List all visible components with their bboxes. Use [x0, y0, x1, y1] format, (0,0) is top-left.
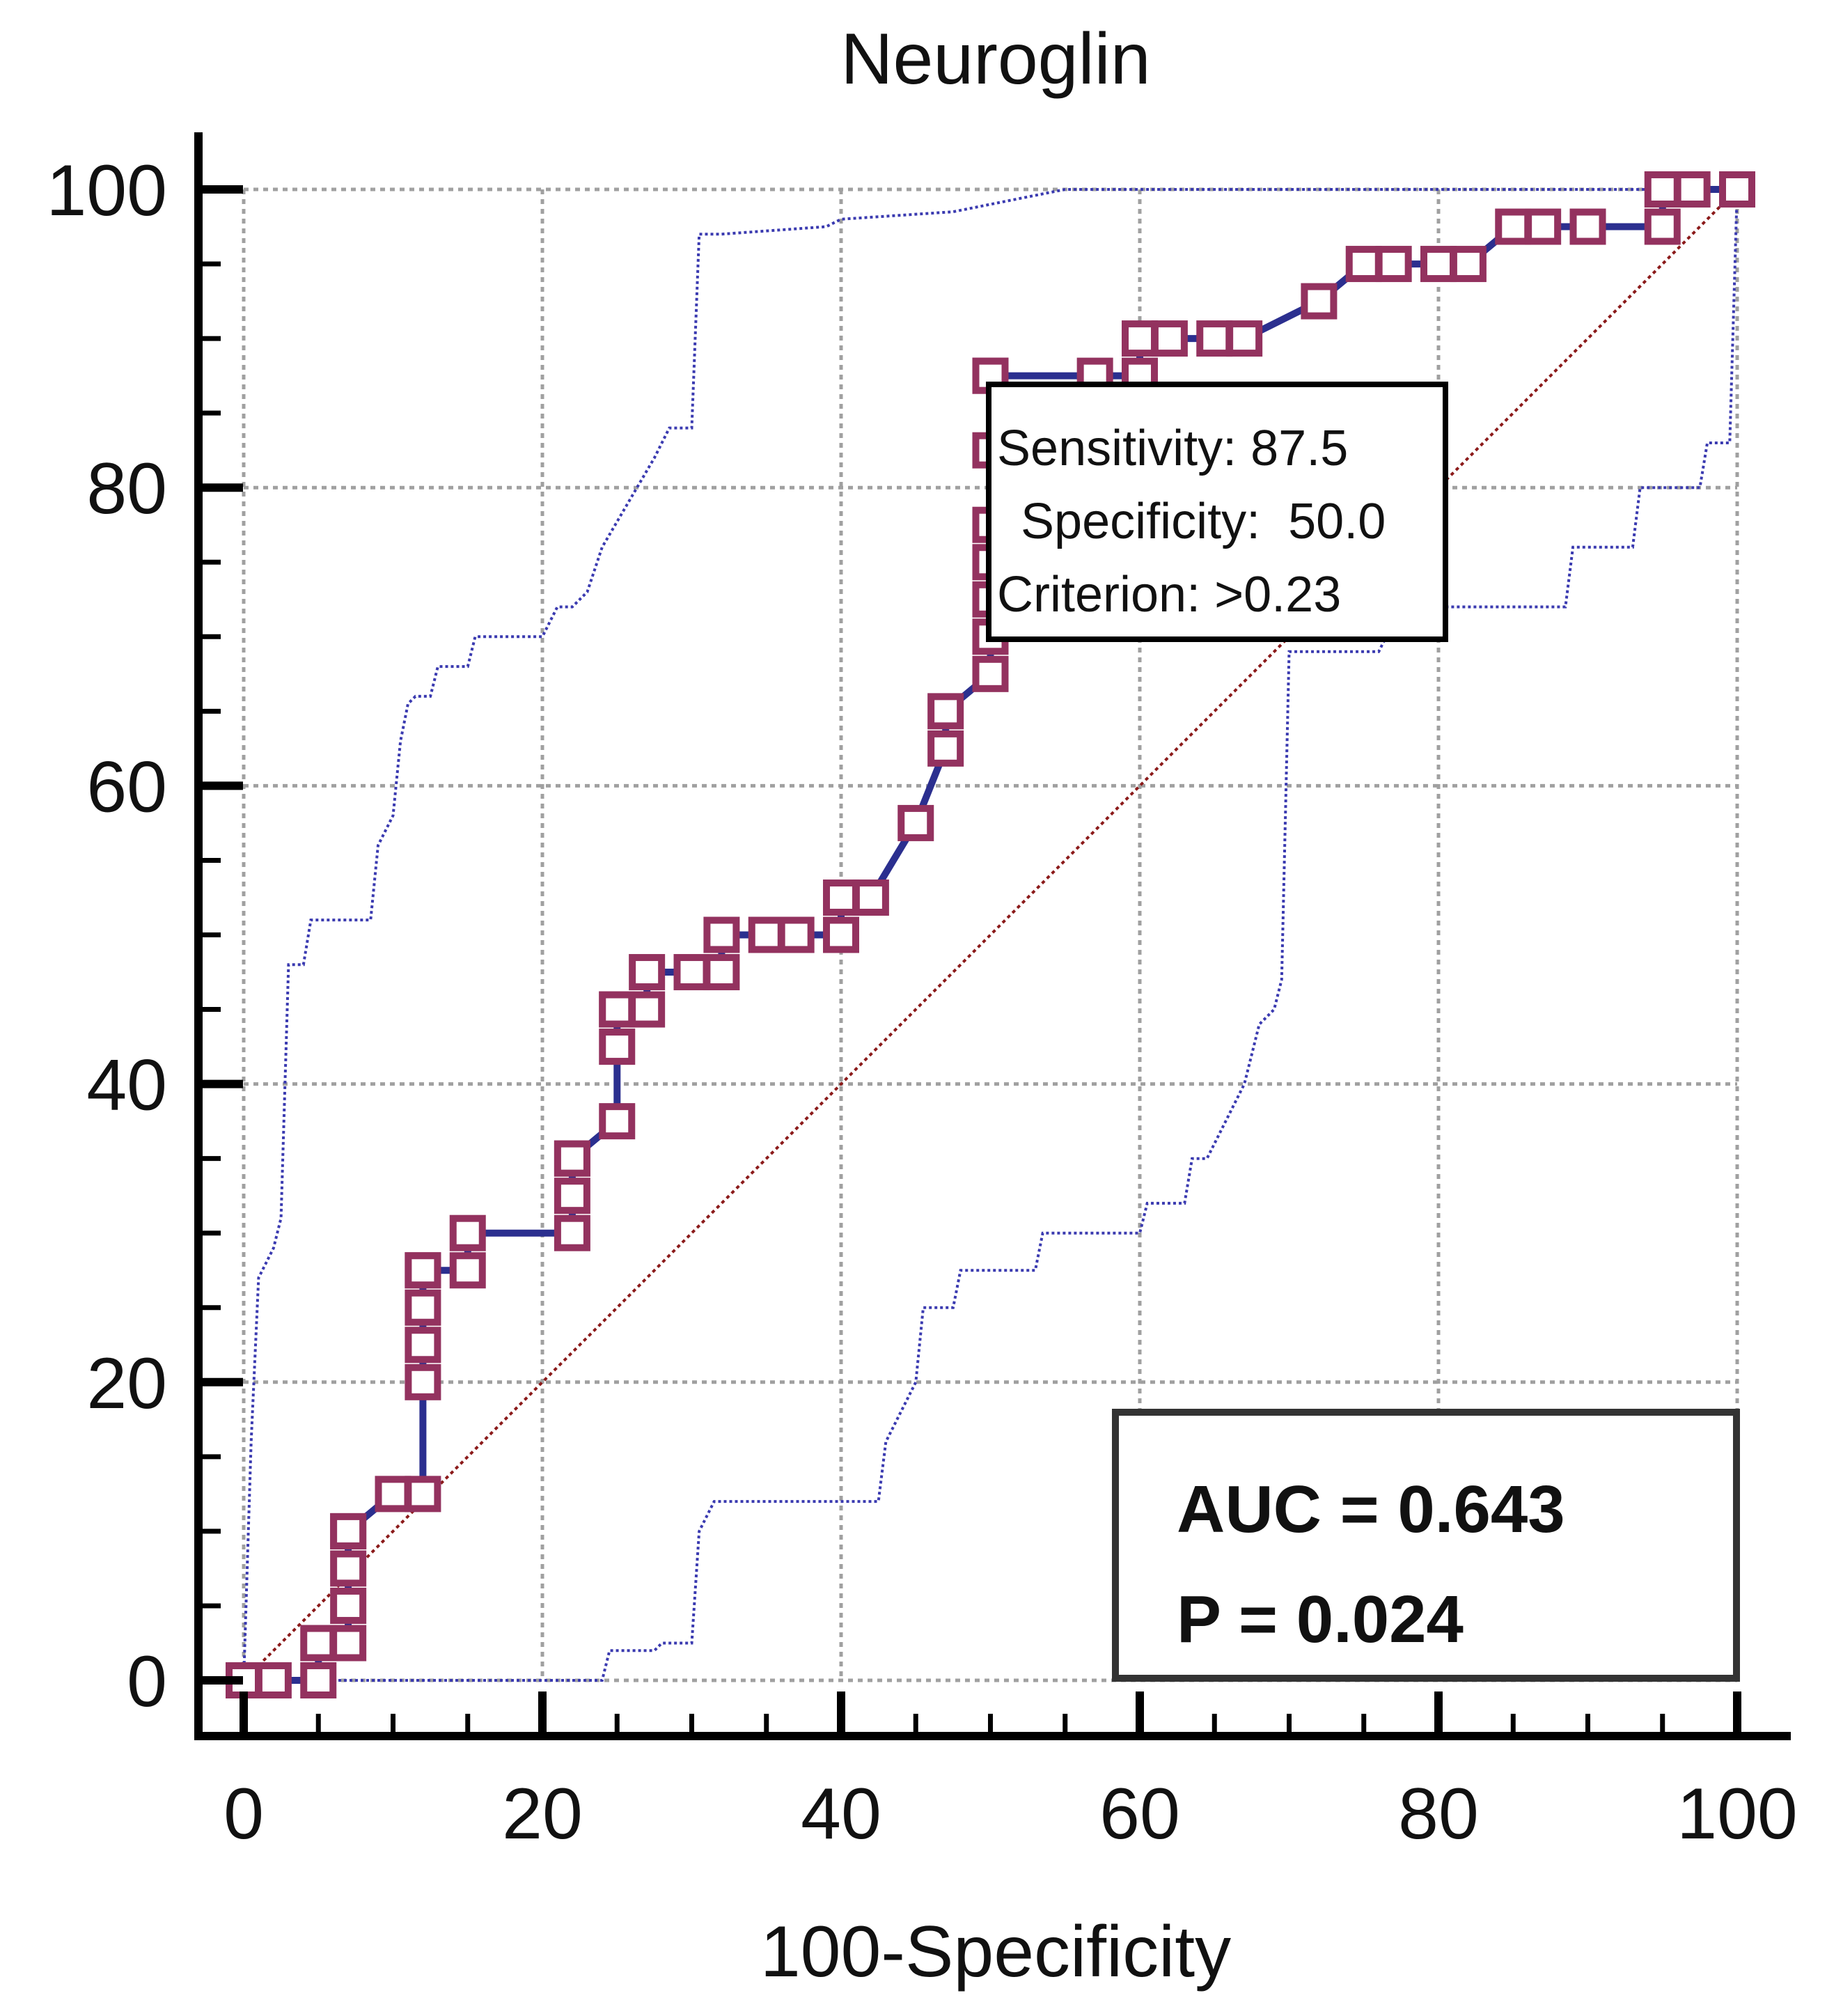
roc-point-marker: [1644, 208, 1681, 245]
roc-point-marker: [449, 1214, 486, 1251]
roc-point-marker: [897, 804, 934, 841]
roc-point-marker: [1301, 283, 1338, 320]
roc-point-marker: [1495, 208, 1532, 245]
roc-point-marker: [703, 916, 740, 953]
roc-point-marker: [1151, 320, 1188, 357]
roc-point-marker: [405, 1363, 441, 1400]
roc-point-marker: [300, 1625, 337, 1662]
x-tick-label: 80: [1398, 1774, 1479, 1854]
roc-point-marker: [449, 1252, 486, 1289]
roc-point-marker: [1122, 320, 1158, 357]
roc-point-marker: [1719, 171, 1755, 208]
roc-point-marker: [255, 1662, 292, 1698]
lower-ci-line: [244, 189, 1739, 1682]
tooltip-box: Sensitivity: 87.5 Specificity: 50.0 Crit…: [986, 382, 1448, 642]
roc-point-marker: [405, 1289, 441, 1326]
roc-point-marker: [300, 1662, 337, 1698]
roc-point-marker: [1569, 208, 1606, 245]
roc-point-marker: [599, 1029, 636, 1065]
roc-point-marker: [330, 1587, 367, 1624]
y-tick-label: 80: [86, 448, 167, 529]
roc-point-marker: [1525, 208, 1562, 245]
roc-point-marker: [375, 1476, 411, 1513]
auc-value: AUC = 0.643: [1177, 1472, 1565, 1547]
x-tick-label: 20: [502, 1774, 583, 1854]
stats-frame: [1112, 1409, 1740, 1682]
roc-point-marker: [405, 1476, 441, 1513]
roc-point-marker: [703, 954, 740, 991]
roc-point-marker: [823, 916, 859, 953]
roc-point-marker: [748, 916, 785, 953]
y-tick-label: 40: [86, 1045, 167, 1126]
x-tick-label: 60: [1099, 1774, 1180, 1854]
marker-layer: [226, 171, 1755, 1698]
roc-point-marker: [554, 1140, 590, 1177]
y-tick-label: 60: [86, 747, 167, 827]
roc-point-marker: [1345, 246, 1382, 283]
stats-box: AUC = 0.643 P = 0.024: [1112, 1409, 1740, 1682]
axis-layer: 0 20 40 60 80 100 0 20 40 60 80 100: [46, 132, 1798, 1854]
x-tick-label: 0: [224, 1774, 264, 1854]
tooltip-sensitivity: Sensitivity: 87.5: [997, 421, 1348, 476]
roc-point-marker: [927, 693, 964, 730]
roc-point-marker: [330, 1550, 367, 1587]
roc-point-marker: [599, 991, 636, 1028]
roc-point-marker: [1226, 320, 1263, 357]
y-tick-label: 20: [86, 1343, 167, 1424]
roc-point-marker: [823, 879, 859, 916]
x-tick-label: 100: [1677, 1774, 1798, 1854]
roc-point-marker: [927, 730, 964, 767]
chart-title: Neuroglin: [840, 19, 1150, 100]
x-axis-title: 100-Specificity: [760, 1912, 1231, 1992]
roc-point-marker: [629, 991, 666, 1028]
roc-point-marker: [778, 916, 815, 953]
roc-point-marker: [673, 954, 710, 991]
roc-point-marker: [1375, 246, 1412, 283]
roc-point-marker: [852, 879, 889, 916]
y-tick-label: 100: [46, 150, 167, 231]
x-tick-label: 40: [801, 1774, 881, 1854]
confidence-interval-layer: [242, 188, 1739, 1682]
roc-point-marker: [1644, 171, 1681, 208]
roc-point-marker: [629, 954, 666, 991]
roc-point-marker: [405, 1327, 441, 1363]
tooltip-frame: [986, 382, 1448, 642]
tooltip-specificity: Specificity: 50.0: [1021, 494, 1386, 549]
roc-point-marker: [405, 1252, 441, 1289]
roc-point-marker: [1196, 320, 1233, 357]
roc-point-marker: [1420, 246, 1457, 283]
roc-point-marker: [972, 655, 1009, 692]
roc-point-marker: [599, 1103, 636, 1140]
roc-point-marker: [554, 1178, 590, 1214]
roc-point-marker: [554, 1214, 590, 1251]
upper-ci-line: [242, 188, 1737, 1681]
tooltip-criterion: Criterion: >0.23: [997, 567, 1341, 623]
roc-point-marker: [1450, 246, 1487, 283]
roc-point-marker: [330, 1513, 367, 1549]
roc-point-marker: [330, 1625, 367, 1662]
y-tick-label: 0: [127, 1641, 167, 1722]
roc-point-marker: [1674, 171, 1711, 208]
p-value: P = 0.024: [1177, 1582, 1464, 1657]
